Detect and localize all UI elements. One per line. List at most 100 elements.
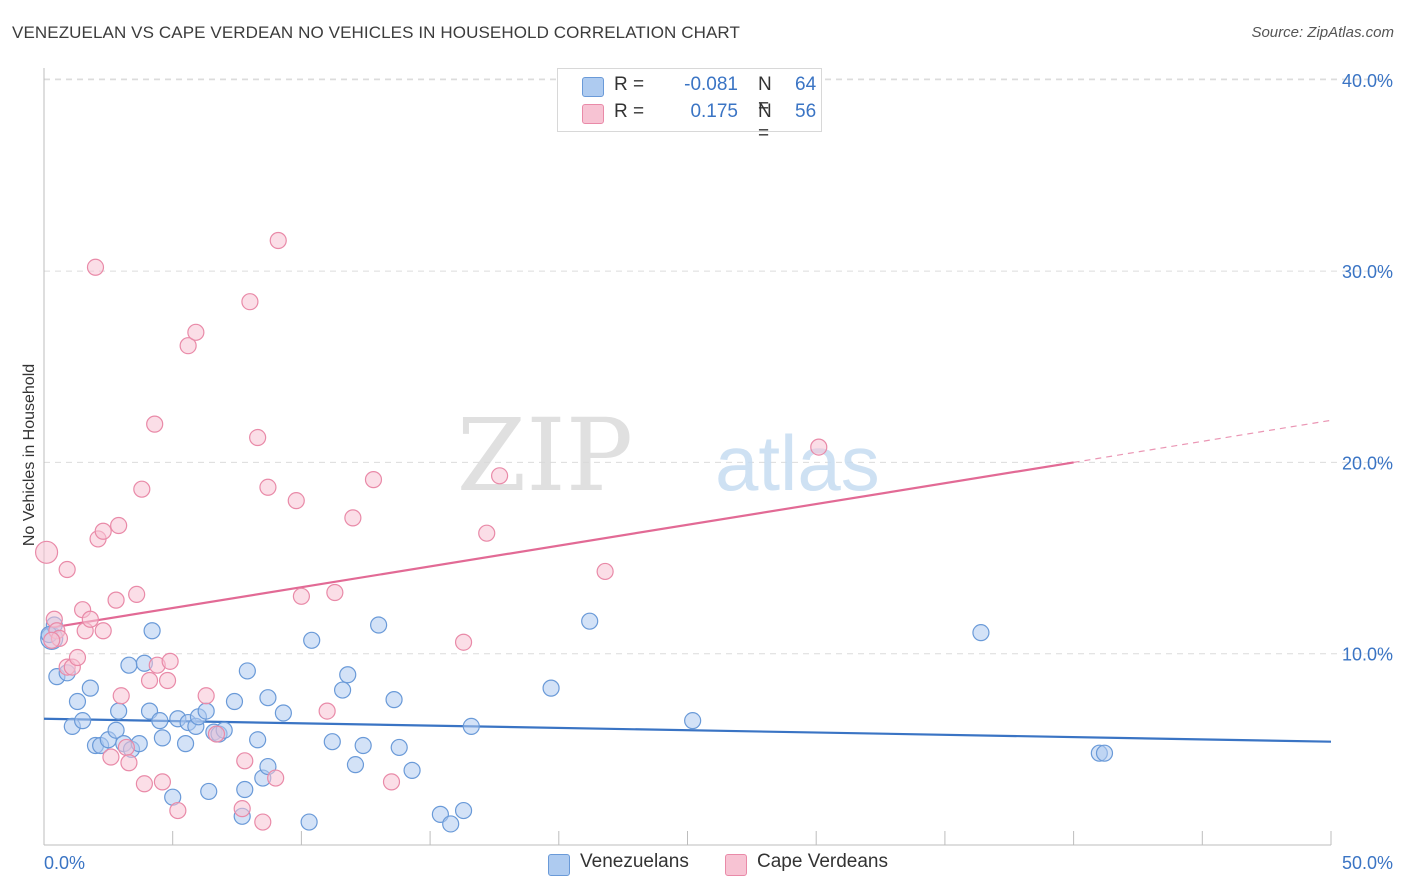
data-point <box>346 756 365 774</box>
trend-line <box>43 717 1332 743</box>
data-point <box>225 692 244 711</box>
data-point <box>133 480 151 498</box>
data-point <box>364 471 383 489</box>
data-point <box>385 691 403 709</box>
data-point <box>323 733 341 751</box>
x-tick-label: 50.0% <box>1342 853 1393 873</box>
data-point <box>326 583 344 602</box>
trend-line <box>43 461 1074 630</box>
data-point <box>259 478 277 496</box>
data-point <box>143 622 161 640</box>
data-point <box>197 702 215 720</box>
data-point <box>354 736 372 755</box>
data-point <box>254 813 272 831</box>
data-point <box>158 671 177 690</box>
data-point <box>102 748 120 766</box>
data-point <box>542 679 560 697</box>
data-point <box>462 717 480 735</box>
data-point <box>581 612 599 630</box>
data-point <box>403 761 421 779</box>
x-tick-label: 0.0% <box>44 853 85 873</box>
data-point <box>140 671 159 690</box>
data-point <box>120 656 138 674</box>
bottom-legend-label: Venezuelans <box>580 851 689 872</box>
data-point <box>120 754 138 772</box>
data-point <box>241 293 259 311</box>
data-point <box>303 631 321 649</box>
data-point <box>94 622 112 640</box>
data-point <box>269 231 287 250</box>
data-point <box>197 687 215 705</box>
data-point <box>153 729 172 747</box>
data-point <box>110 516 128 535</box>
data-point <box>249 731 267 749</box>
watermark-atlas: atlas <box>715 419 880 507</box>
y-tick-label: 30.0% <box>1342 262 1393 282</box>
data-point <box>169 801 187 820</box>
legend-n-label: N = <box>758 74 772 117</box>
data-point <box>176 735 195 753</box>
data-point <box>153 773 172 791</box>
trend-line-extension <box>1073 419 1332 463</box>
tick-labels: 10.0% 20.0% 30.0% 40.0% 0.0% 50.0% <box>44 71 1393 873</box>
data-point <box>259 689 277 707</box>
data-point <box>68 648 87 667</box>
bottom-legend-swatch-venezuelans <box>548 854 570 876</box>
data-point <box>94 522 112 540</box>
data-point <box>81 679 99 697</box>
data-point <box>151 712 169 730</box>
data-point <box>112 687 130 705</box>
stats-legend: R = -0.081 N = 64 R = 0.175 N = 56 <box>557 68 822 144</box>
legend-n-value: 64 <box>795 74 817 95</box>
data-point <box>68 692 87 711</box>
data-point <box>344 509 362 527</box>
data-point <box>287 492 305 510</box>
data-point <box>972 624 990 642</box>
data-point <box>81 610 99 628</box>
data-point <box>478 524 496 542</box>
y-axis-label: No Vehicles in Household <box>21 364 38 546</box>
data-point <box>74 712 92 730</box>
legend-swatch-cape-verdeans <box>582 104 604 124</box>
data-point <box>200 782 218 801</box>
data-point <box>267 769 285 787</box>
data-point <box>810 438 828 456</box>
data-point <box>454 801 473 820</box>
series-venezuelans <box>40 612 1114 833</box>
data-point <box>318 702 336 720</box>
legend-n-label: N = <box>758 101 772 144</box>
bottom-legend-label: Cape Verdeans <box>757 851 888 872</box>
legend-r-label: R = <box>614 74 645 95</box>
source-label: Source: ZipAtlas.com <box>1251 24 1394 41</box>
data-point <box>370 616 388 634</box>
legend-n-value: 56 <box>795 101 817 122</box>
data-point <box>300 813 318 831</box>
data-point <box>274 704 292 722</box>
y-tick-label: 10.0% <box>1342 645 1393 665</box>
data-point <box>233 800 251 818</box>
data-point <box>236 780 254 799</box>
data-point <box>34 540 59 564</box>
axes <box>43 68 1332 846</box>
data-point <box>117 738 135 757</box>
watermark-zip: ZIP <box>457 397 633 514</box>
data-point <box>179 337 197 355</box>
data-point <box>454 633 473 651</box>
y-tick-label: 20.0% <box>1342 453 1393 473</box>
data-point <box>187 323 205 341</box>
chart-title: VENEZUELAN VS CAPE VERDEAN NO VEHICLES I… <box>12 23 740 42</box>
data-point <box>107 591 125 609</box>
data-point <box>249 428 267 447</box>
data-point <box>58 560 76 579</box>
data-point <box>382 773 401 791</box>
data-point <box>339 666 357 684</box>
data-point <box>161 652 179 670</box>
trend-lines <box>43 419 1332 743</box>
series-cape-verdeans <box>34 231 828 831</box>
data-point <box>333 681 352 699</box>
data-point <box>684 712 702 730</box>
data-point <box>390 738 408 757</box>
legend-r-value: 0.175 <box>690 101 738 122</box>
legend-r-value: -0.081 <box>684 74 738 95</box>
